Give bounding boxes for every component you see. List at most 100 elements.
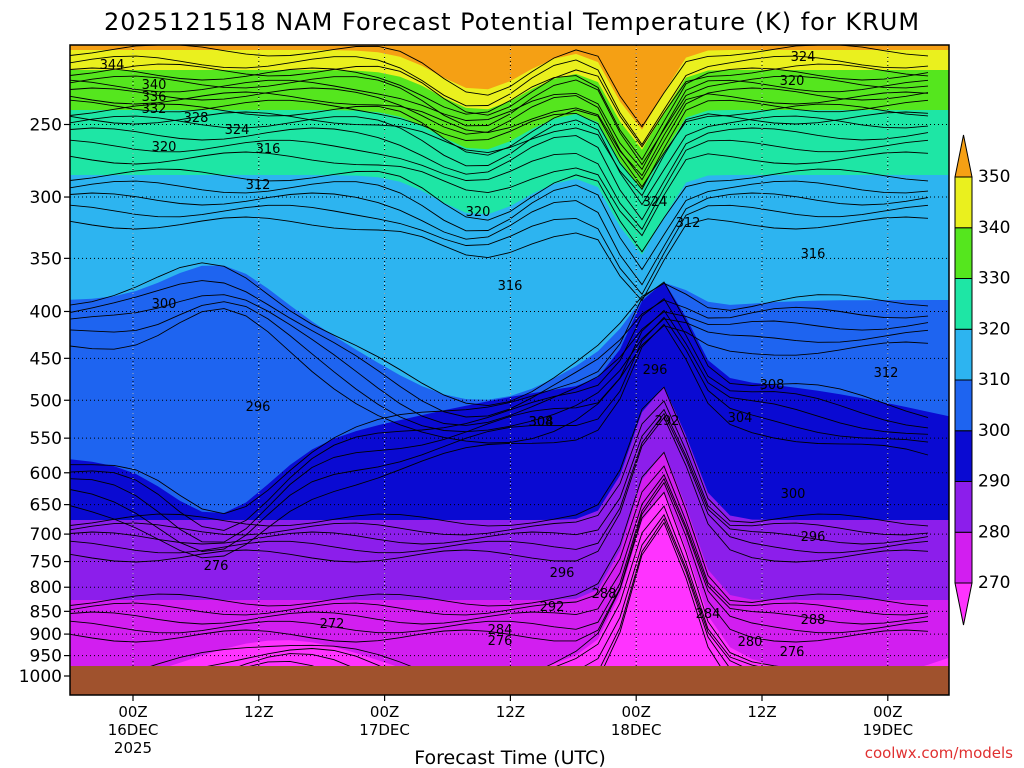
contour-label: 312 bbox=[874, 366, 899, 381]
contour-label: 324 bbox=[791, 50, 816, 65]
y-tick-label: 500 bbox=[30, 391, 62, 411]
y-tick-label: 800 bbox=[30, 578, 62, 598]
x-tick-label: 2025 bbox=[114, 739, 152, 757]
contour-label: 344 bbox=[100, 58, 125, 73]
y-tick-label: 900 bbox=[30, 625, 62, 645]
contour-line bbox=[70, 127, 929, 221]
contour-label: 312 bbox=[676, 216, 701, 231]
colorbar-segment bbox=[954, 481, 973, 533]
x-tick-label: 16DEC bbox=[108, 721, 159, 739]
contour-label: 292 bbox=[540, 600, 565, 615]
fill-band bbox=[70, 45, 949, 190]
y-tick-label: 350 bbox=[30, 249, 62, 269]
contour-line bbox=[70, 451, 929, 607]
contour-label: 296 bbox=[550, 566, 575, 581]
x-tick-label: 19DEC bbox=[863, 721, 914, 739]
x-tick-label: 17DEC bbox=[359, 721, 410, 739]
x-tick-label: 00Z bbox=[370, 703, 399, 721]
contour-label: 316 bbox=[256, 142, 281, 157]
contour-line bbox=[70, 280, 929, 418]
y-tick-label: 550 bbox=[30, 429, 62, 449]
contour-label: 304 bbox=[529, 415, 554, 430]
contour-label: 296 bbox=[643, 363, 668, 378]
contour-label: 332 bbox=[142, 102, 167, 117]
contour-label: 320 bbox=[780, 74, 805, 89]
contour-label: 312 bbox=[246, 178, 271, 193]
colorbar-label: 340 bbox=[978, 218, 1010, 238]
x-axis-label: Forecast Time (UTC) bbox=[414, 747, 605, 768]
y-tick-label: 250 bbox=[30, 116, 62, 136]
contour-line bbox=[70, 139, 929, 231]
y-tick-label: 600 bbox=[30, 464, 62, 484]
contour-line bbox=[70, 262, 929, 407]
colorbar-label: 270 bbox=[978, 573, 1010, 593]
contour-label: 292 bbox=[655, 414, 680, 429]
colorbar-top-arrow bbox=[954, 134, 973, 178]
colorbar-label: 310 bbox=[978, 370, 1010, 390]
contour-line bbox=[70, 465, 929, 616]
contour-line bbox=[70, 55, 929, 146]
contour-line bbox=[70, 298, 929, 531]
contour-line bbox=[70, 75, 929, 166]
contour-label: 284 bbox=[696, 607, 721, 622]
contour-label: 336 bbox=[142, 90, 167, 105]
contour-line bbox=[70, 416, 929, 563]
contour-line bbox=[70, 408, 929, 545]
contour-label: 272 bbox=[320, 617, 345, 632]
contour-label: 300 bbox=[781, 487, 806, 502]
contour-label: 288 bbox=[592, 587, 617, 602]
colorbar-label: 290 bbox=[978, 472, 1010, 492]
contour-label: 276 bbox=[780, 645, 805, 660]
plot-frame bbox=[69, 44, 950, 696]
plot-area bbox=[70, 45, 949, 695]
contour-line bbox=[70, 91, 929, 177]
contour-line bbox=[70, 45, 929, 128]
contour-label: 276 bbox=[204, 559, 229, 574]
contour-label: 284 bbox=[488, 623, 513, 638]
colorbar-label: 280 bbox=[978, 522, 1010, 542]
colorbar-segment bbox=[954, 379, 973, 432]
contour-label: 308 bbox=[529, 415, 554, 430]
x-tick-label: 00Z bbox=[873, 703, 902, 721]
y-tick-label: 650 bbox=[30, 496, 62, 516]
fill-band bbox=[70, 45, 949, 150]
colorbar: 270 280 290 300 310 320 330 340 350 bbox=[954, 134, 1010, 626]
y-tick-label: 950 bbox=[30, 647, 62, 667]
x-tick-label: 00Z bbox=[118, 703, 147, 721]
contour-line bbox=[70, 477, 929, 634]
contour-line bbox=[70, 323, 929, 559]
credit-text[interactable]: coolwx.com/models bbox=[865, 744, 1013, 762]
contour-label: 296 bbox=[801, 530, 826, 545]
contour-line bbox=[70, 412, 929, 554]
chart-title: 2025121518 NAM Forecast Potential Temper… bbox=[104, 8, 920, 36]
contour-label: 304 bbox=[728, 411, 753, 426]
contour-label: 316 bbox=[801, 247, 826, 262]
y-tick-label: 300 bbox=[30, 188, 62, 208]
contour-line bbox=[70, 481, 929, 643]
colorbar-segment bbox=[954, 227, 973, 279]
colorbar-label: 320 bbox=[978, 319, 1010, 339]
colorbar-label: 300 bbox=[978, 421, 1010, 441]
contour-line bbox=[70, 79, 929, 171]
colorbar-label: 330 bbox=[978, 269, 1010, 289]
colorbar-segment bbox=[954, 278, 973, 330]
x-tick-label: 12Z bbox=[244, 703, 273, 721]
terrain-ground bbox=[70, 666, 949, 695]
contour-line bbox=[70, 67, 929, 161]
contour-label: 324 bbox=[225, 123, 250, 138]
contour-label: 276 bbox=[488, 634, 513, 649]
colorbar-segment bbox=[954, 176, 973, 229]
contour-line bbox=[70, 180, 929, 271]
contour-line bbox=[70, 87, 929, 181]
contour-label: 300 bbox=[152, 297, 177, 312]
contour-line bbox=[70, 63, 929, 148]
contour-label: 320 bbox=[152, 140, 177, 155]
contour-line bbox=[70, 316, 929, 552]
contour-line bbox=[70, 473, 929, 625]
colorbar-segment bbox=[954, 430, 973, 482]
x-tick-label: 12Z bbox=[496, 703, 525, 721]
x-tick-label: 18DEC bbox=[611, 721, 662, 739]
contour-line bbox=[70, 309, 929, 543]
